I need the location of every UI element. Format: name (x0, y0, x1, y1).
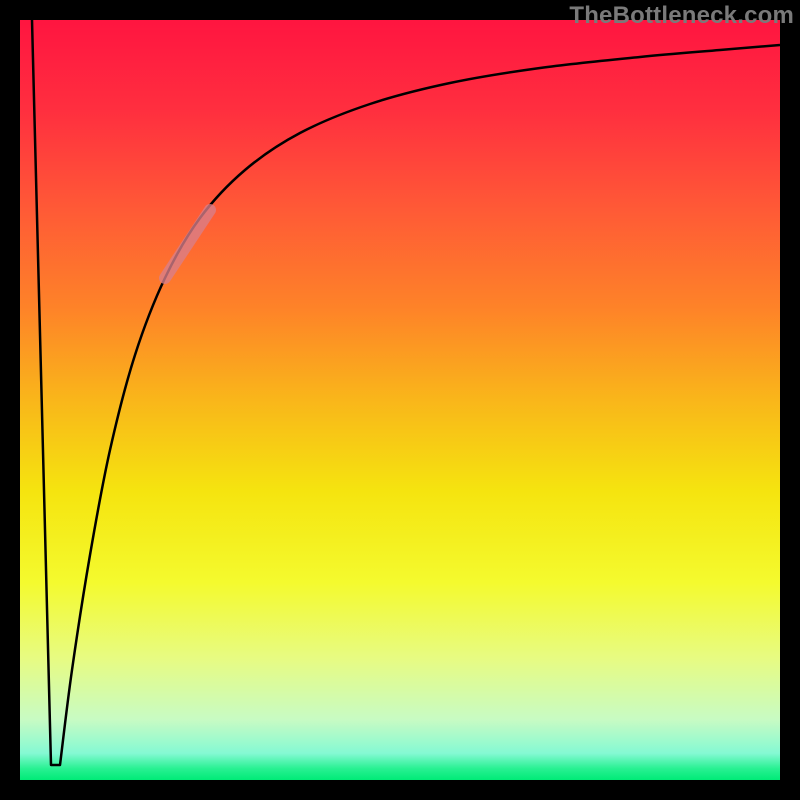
plot-area (20, 20, 780, 780)
watermark-text: TheBottleneck.com (569, 2, 794, 30)
bottleneck-curve (32, 20, 780, 765)
highlight-segment (165, 210, 210, 278)
figure-root: { "image": { "width": 800, "height": 800… (0, 0, 800, 800)
curve-layer (20, 20, 780, 780)
